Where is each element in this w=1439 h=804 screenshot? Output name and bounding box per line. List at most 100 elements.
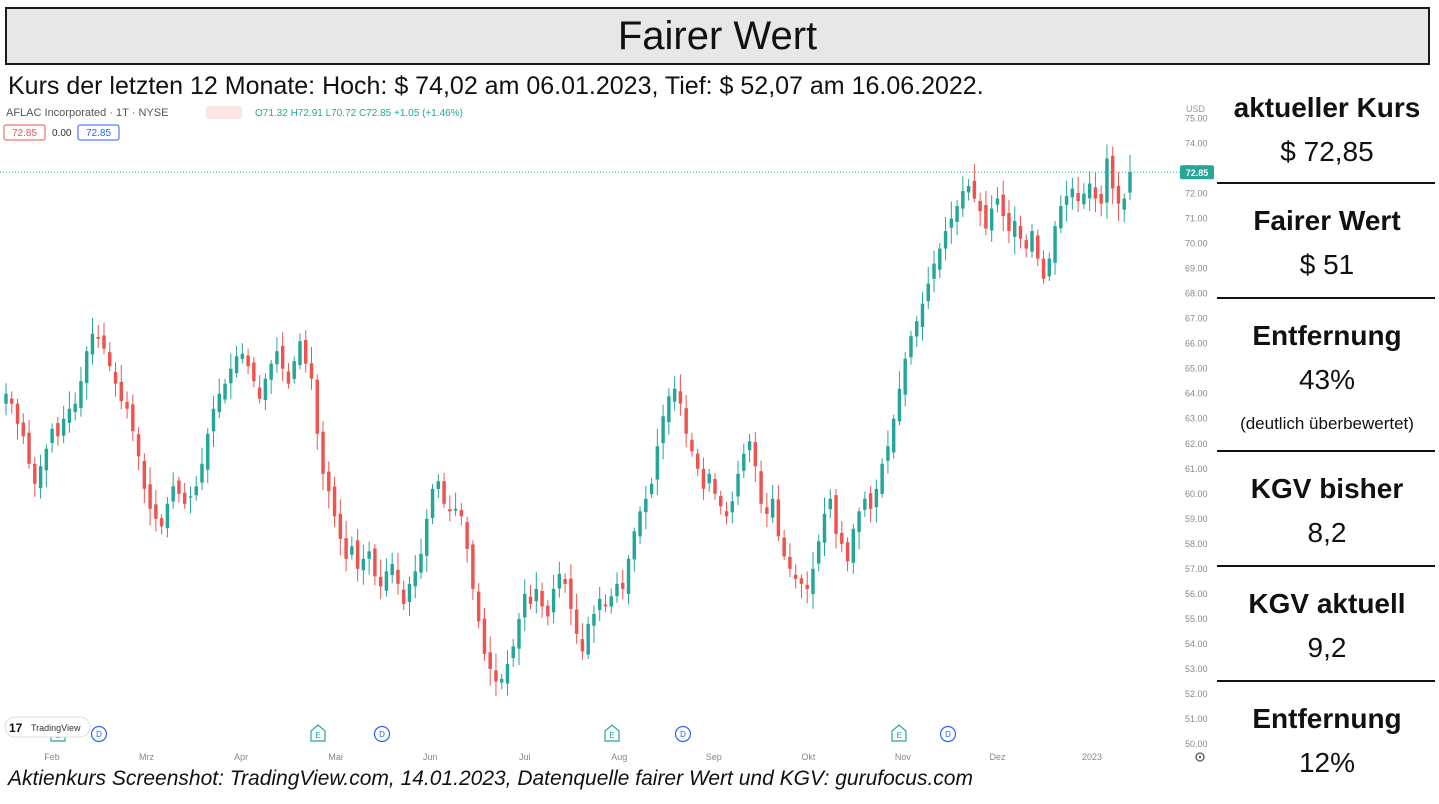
y-tick-label: 72.00 — [1185, 189, 1208, 199]
price-box-left — [3, 124, 46, 141]
dividend-marker-label: D — [945, 730, 951, 739]
y-tick-label: 58.00 — [1185, 539, 1208, 549]
candle-body — [1041, 258, 1046, 279]
candle-body — [33, 463, 37, 484]
dividend-marker-label: D — [96, 730, 102, 739]
y-tick-label: 59.00 — [1185, 514, 1208, 524]
candle-body — [805, 584, 809, 589]
candle-body — [373, 548, 377, 577]
candle-body — [765, 507, 769, 514]
candle-body — [315, 379, 319, 434]
candle-body — [419, 553, 423, 573]
metric-value: 9,2 — [1307, 632, 1347, 663]
candle-body — [50, 428, 54, 443]
candle-body — [822, 513, 827, 543]
candle-body — [955, 206, 959, 222]
candle-body — [690, 439, 694, 452]
gear-icon[interactable] — [1195, 752, 1205, 762]
candle-body — [938, 248, 942, 270]
metric-label: Fairer Wert — [1253, 205, 1401, 236]
candle-body — [1059, 206, 1063, 229]
spread-label: 0.00 — [52, 128, 72, 139]
y-tick-label: 52.00 — [1185, 689, 1208, 699]
candle-body — [355, 540, 360, 569]
candle-body — [759, 471, 763, 504]
candle-body — [338, 513, 343, 539]
candle-body — [38, 466, 43, 489]
candle-body — [1116, 185, 1121, 204]
candle-body — [840, 532, 844, 544]
candle-body — [459, 510, 464, 517]
y-tick-label: 70.00 — [1185, 239, 1208, 249]
candle-body — [448, 509, 452, 512]
x-tick-label: Apr — [234, 752, 248, 762]
candle-body — [194, 486, 198, 496]
candle-body — [344, 538, 348, 559]
candle-body — [298, 341, 302, 366]
metric-label: Entfernung — [1252, 703, 1402, 734]
candle-body — [223, 383, 227, 400]
divider — [1217, 450, 1435, 452]
metric-value: 43% — [1298, 364, 1356, 395]
candle-body — [730, 501, 735, 513]
earnings-marker-label: E — [896, 731, 901, 740]
current-price-tag — [1180, 165, 1214, 180]
candle-body — [401, 589, 406, 604]
candle-body — [626, 558, 631, 594]
y-tick-label: 53.00 — [1185, 664, 1208, 674]
price-box-left-label: 72.85 — [12, 128, 37, 139]
candle-body — [695, 453, 700, 469]
candle-body — [961, 191, 965, 209]
x-tick-label: Jun — [423, 752, 438, 762]
indicator-toggle[interactable] — [206, 106, 242, 119]
candle-body — [528, 596, 533, 604]
candle-body — [811, 568, 815, 595]
earnings-marker-icon — [604, 724, 620, 742]
candle-body — [390, 563, 394, 576]
y-tick-label: 66.00 — [1185, 339, 1208, 349]
y-tick-label: 74.00 — [1185, 139, 1208, 149]
metric-label: KGV aktuell — [1248, 588, 1406, 619]
candle-body — [920, 303, 925, 328]
candle-body — [90, 333, 95, 355]
candle-body — [851, 528, 856, 563]
candle-body — [188, 496, 193, 498]
candle-body — [113, 371, 118, 384]
candle-body — [886, 446, 890, 461]
metric-label: Entfernung — [1252, 320, 1402, 351]
candle-body — [4, 393, 8, 404]
candle-body — [367, 551, 371, 559]
candle-body — [465, 522, 469, 549]
candle-body — [1018, 225, 1023, 239]
x-tick-label: Mrz — [139, 752, 154, 762]
y-tick-label: 50.00 — [1185, 739, 1208, 749]
currency-label[interactable]: USD — [1186, 104, 1206, 114]
dividend-marker-label: D — [379, 730, 385, 739]
candle-body — [217, 393, 222, 413]
candle-body — [1047, 258, 1052, 277]
metric-value: 12% — [1298, 747, 1356, 778]
candle-body — [638, 511, 642, 537]
candle-body — [592, 613, 596, 626]
candle-body — [995, 198, 1000, 205]
candle-body — [154, 504, 158, 519]
candle-body — [21, 422, 26, 437]
candle-body — [263, 378, 268, 400]
earnings-marker-label: E — [315, 731, 320, 740]
candlestick-chart[interactable]: 50.00 51.00 52.00 53.00 54.00 55.00 56.00 57.00… — [0, 100, 1215, 765]
candle-body — [505, 663, 510, 684]
candle-body — [73, 403, 77, 413]
x-tick-label: Dez — [989, 752, 1006, 762]
dividend-marker-label: D — [680, 730, 686, 739]
candle-body — [644, 498, 648, 513]
candle-body — [863, 498, 867, 510]
candle-body — [471, 544, 475, 589]
candle-body — [286, 371, 291, 384]
candle-body — [159, 518, 164, 527]
candle-body — [1128, 172, 1132, 193]
y-tick-label: 61.00 — [1185, 464, 1208, 474]
price-box-right-label: 72.85 — [86, 128, 111, 139]
dividend-marker-icon — [939, 725, 957, 743]
candle-body — [79, 381, 83, 409]
candle-body — [10, 398, 14, 404]
